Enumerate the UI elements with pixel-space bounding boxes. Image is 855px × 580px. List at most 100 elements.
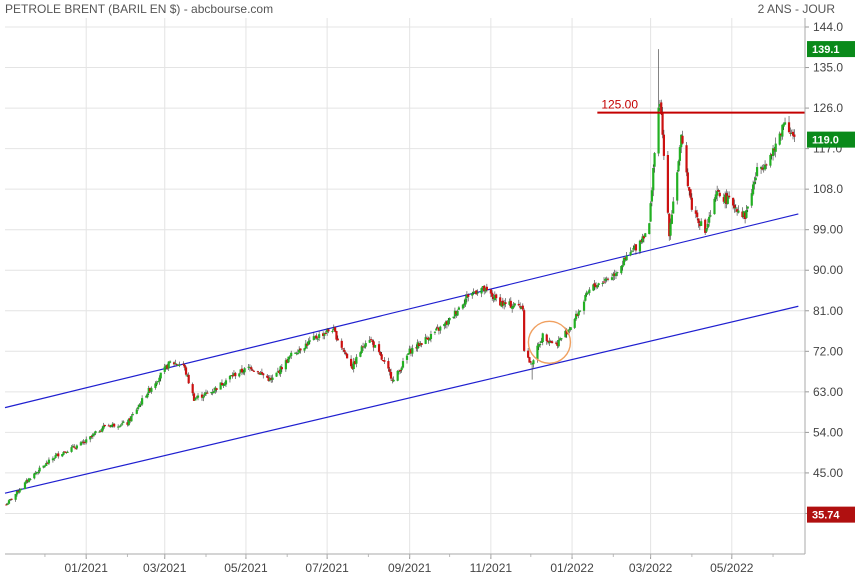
candle-down	[187, 374, 190, 384]
candle-down	[606, 278, 610, 280]
candle-up	[164, 365, 168, 368]
period-label[interactable]: 2 ANS - JOUR	[757, 2, 835, 16]
candle-up	[14, 493, 17, 500]
candle-down	[251, 369, 254, 371]
candle-up	[596, 285, 599, 288]
candle-up	[790, 133, 793, 135]
candle-up	[742, 211, 745, 217]
candle-up	[352, 361, 355, 370]
candle-up	[150, 388, 153, 392]
candle-down	[372, 341, 375, 348]
candle-up	[35, 472, 39, 474]
candle-up	[119, 425, 122, 427]
candle-down	[191, 384, 194, 394]
candle-up	[70, 447, 73, 452]
candle-down	[698, 223, 701, 227]
candle-down	[389, 372, 393, 379]
candle-down	[736, 209, 739, 212]
candle-down	[501, 300, 504, 306]
candle-down	[192, 393, 196, 401]
candle-up	[503, 302, 506, 306]
candle-up	[271, 377, 274, 380]
candle-up	[771, 148, 775, 157]
candle-up	[155, 382, 158, 385]
candle-down	[10, 498, 13, 500]
y-tick-label: 99.00	[813, 223, 843, 237]
candle-up	[91, 434, 94, 437]
candle-up	[238, 373, 241, 377]
candle-up	[411, 348, 414, 354]
candle-down	[694, 210, 697, 214]
candle-up	[630, 250, 634, 252]
candle-up	[223, 383, 226, 386]
candle-up	[7, 500, 11, 504]
candle-up	[203, 393, 206, 396]
candle-up	[586, 292, 590, 294]
candle-down	[409, 349, 413, 354]
x-tick-label: 11/2021	[470, 561, 513, 575]
candle-down	[215, 388, 218, 390]
candle-up	[141, 398, 144, 405]
candle-up	[176, 364, 180, 366]
candle-down	[787, 122, 791, 133]
candle-up	[89, 436, 92, 440]
last-price-badge	[807, 131, 855, 148]
candle-down	[519, 306, 522, 308]
candle-down	[99, 430, 102, 432]
candle-up	[564, 330, 567, 338]
candle-up	[463, 303, 466, 306]
candle-down	[495, 294, 498, 299]
candle-down	[728, 195, 731, 198]
candle-up	[102, 425, 105, 429]
candle-down	[351, 366, 354, 369]
candle-down	[624, 257, 627, 259]
candle-up	[146, 393, 149, 398]
candle-up	[471, 293, 474, 296]
candle-up	[621, 265, 624, 268]
candle-up	[653, 153, 656, 167]
period-low-badge	[807, 506, 855, 523]
candle-down	[334, 327, 337, 332]
candle-up	[288, 356, 291, 358]
candle-up	[726, 195, 729, 204]
candle-up	[592, 284, 595, 291]
candle-down	[467, 294, 470, 297]
candle-up	[54, 455, 57, 458]
candle-up	[724, 194, 727, 204]
candle-up	[331, 330, 334, 332]
candle-down	[126, 422, 129, 425]
candle-up	[657, 107, 660, 154]
candle-down	[335, 330, 338, 340]
x-tick-label: 05/2022	[710, 561, 754, 575]
candle-down	[377, 344, 381, 352]
candle-up	[211, 392, 214, 394]
x-tick-label: 09/2021	[388, 561, 432, 575]
candle-up	[649, 203, 652, 222]
candle-down	[260, 372, 264, 374]
candle-down	[425, 338, 429, 340]
candle-up	[755, 167, 759, 176]
candle-up	[560, 338, 563, 340]
candle-up	[323, 333, 326, 336]
candle-up	[500, 302, 503, 307]
candle-down	[660, 102, 663, 115]
candle-up	[708, 216, 711, 223]
candle-down	[485, 286, 488, 291]
candle-up	[444, 322, 447, 325]
candle-down	[436, 327, 439, 329]
candle-down	[793, 134, 796, 137]
candle-down	[206, 392, 209, 394]
candle-down	[183, 364, 186, 368]
candle-up	[400, 367, 403, 371]
candle-up	[700, 221, 703, 226]
candle-up	[447, 320, 450, 325]
candle-down	[342, 348, 345, 350]
candle-down	[63, 451, 67, 453]
candle-down	[743, 212, 747, 220]
candle-down	[642, 235, 646, 239]
candle-up	[405, 355, 409, 360]
y-tick-label: 54.00	[813, 425, 843, 439]
y-tick-label: 108.0	[813, 182, 843, 196]
candle-up	[75, 445, 78, 449]
upper-channel-line	[4, 213, 799, 409]
